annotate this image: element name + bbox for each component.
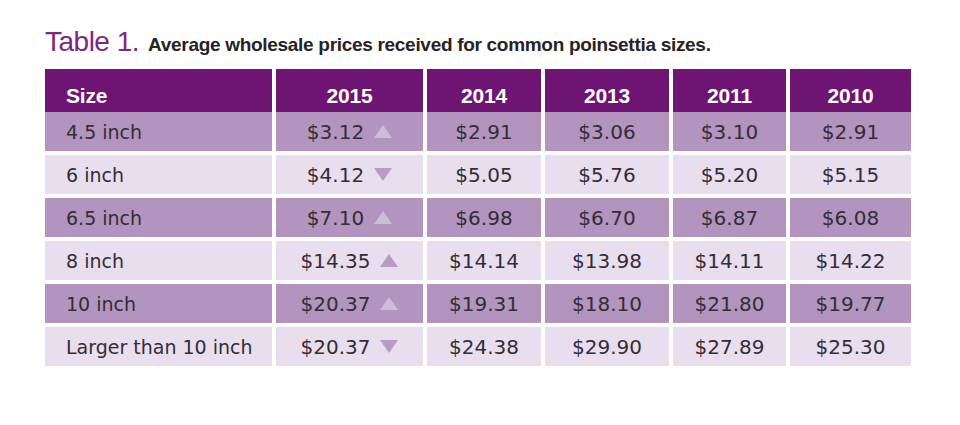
up-triangle-icon bbox=[374, 211, 392, 224]
price-cell: $29.90 bbox=[545, 327, 669, 366]
price-value: $20.37 bbox=[301, 335, 371, 359]
price-cell: $27.89 bbox=[673, 327, 786, 366]
size-label: 6 inch bbox=[45, 155, 272, 194]
price-cell: $19.77 bbox=[790, 284, 911, 323]
price-cell: $6.87 bbox=[673, 198, 786, 237]
price-cell: $6.98 bbox=[427, 198, 541, 237]
poinsettia-price-table: Size201520142013201120104.5 inch$3.12$2.… bbox=[45, 69, 911, 366]
price-value: $4.12 bbox=[307, 163, 364, 187]
down-triangle-icon bbox=[374, 168, 392, 181]
price-cell-2015: $14.35 bbox=[276, 241, 423, 280]
table-number-label: Table 1. bbox=[45, 26, 139, 58]
price-cell: $2.91 bbox=[790, 112, 911, 151]
price-cell: $5.05 bbox=[427, 155, 541, 194]
price-cell-2015: $20.37 bbox=[276, 284, 423, 323]
price-value: $3.12 bbox=[307, 120, 364, 144]
price-cell: $2.91 bbox=[427, 112, 541, 151]
price-cell: $5.76 bbox=[545, 155, 669, 194]
size-label: 4.5 inch bbox=[45, 112, 272, 151]
size-label: 10 inch bbox=[45, 284, 272, 323]
price-cell-2015: $3.12 bbox=[276, 112, 423, 151]
price-value: $14.35 bbox=[301, 249, 371, 273]
price-cell: $14.14 bbox=[427, 241, 541, 280]
price-cell: $14.22 bbox=[790, 241, 911, 280]
up-triangle-icon bbox=[374, 125, 392, 138]
price-cell: $24.38 bbox=[427, 327, 541, 366]
price-cell: $19.31 bbox=[427, 284, 541, 323]
price-value: $20.37 bbox=[301, 292, 371, 316]
size-label: 6.5 inch bbox=[45, 198, 272, 237]
figure-title: Table 1. Average wholesale prices receiv… bbox=[45, 26, 711, 58]
table-caption: Average wholesale prices received for co… bbox=[148, 34, 711, 56]
up-triangle-icon bbox=[380, 254, 398, 267]
price-cell: $6.08 bbox=[790, 198, 911, 237]
price-cell: $21.80 bbox=[673, 284, 786, 323]
size-label: Larger than 10 inch bbox=[45, 327, 272, 366]
price-cell: $5.20 bbox=[673, 155, 786, 194]
price-cell: $18.10 bbox=[545, 284, 669, 323]
price-cell: $3.06 bbox=[545, 112, 669, 151]
price-value: $7.10 bbox=[307, 206, 364, 230]
price-cell: $5.15 bbox=[790, 155, 911, 194]
down-triangle-icon bbox=[380, 340, 398, 353]
price-cell-2015: $7.10 bbox=[276, 198, 423, 237]
price-cell: $6.70 bbox=[545, 198, 669, 237]
price-cell: $25.30 bbox=[790, 327, 911, 366]
table-figure: Table 1. Average wholesale prices receiv… bbox=[0, 0, 960, 425]
size-label: 8 inch bbox=[45, 241, 272, 280]
price-cell: $13.98 bbox=[545, 241, 669, 280]
price-cell: $3.10 bbox=[673, 112, 786, 151]
up-triangle-icon bbox=[380, 297, 398, 310]
price-cell: $14.11 bbox=[673, 241, 786, 280]
price-cell-2015: $20.37 bbox=[276, 327, 423, 366]
price-cell-2015: $4.12 bbox=[276, 155, 423, 194]
